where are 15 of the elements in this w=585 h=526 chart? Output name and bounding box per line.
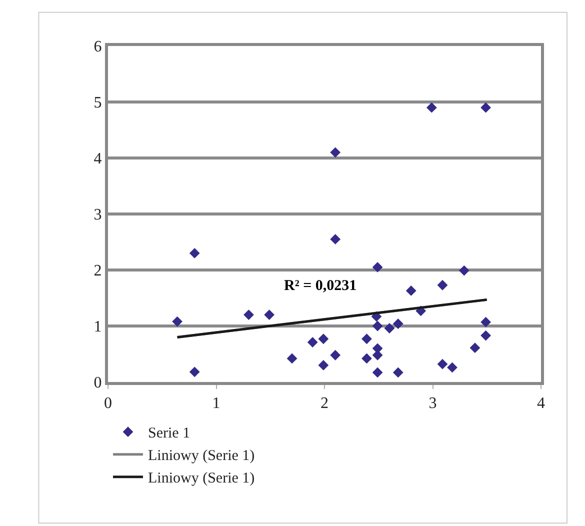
x-tick-label: 1: [212, 395, 220, 412]
y-tick-label: 3: [94, 206, 102, 224]
x-tick-label: 4: [537, 395, 545, 412]
x-tick-label: 2: [320, 395, 328, 412]
y-tick-label: 0: [94, 374, 102, 392]
y-tick-label: 5: [94, 94, 102, 112]
y-tick-label: 4: [94, 150, 102, 168]
y-tick-label: 2: [94, 262, 102, 280]
legend-label: Liniowy (Serie 1): [148, 448, 255, 464]
annotation: R² = 0,0231: [284, 278, 357, 294]
y-tick-label: 6: [94, 38, 102, 56]
legend-label: Liniowy (Serie 1): [148, 470, 255, 487]
x-tick-label: 3: [428, 395, 437, 412]
y-tick-label: 1: [94, 318, 102, 336]
legend-label: Serie 1: [148, 426, 190, 442]
